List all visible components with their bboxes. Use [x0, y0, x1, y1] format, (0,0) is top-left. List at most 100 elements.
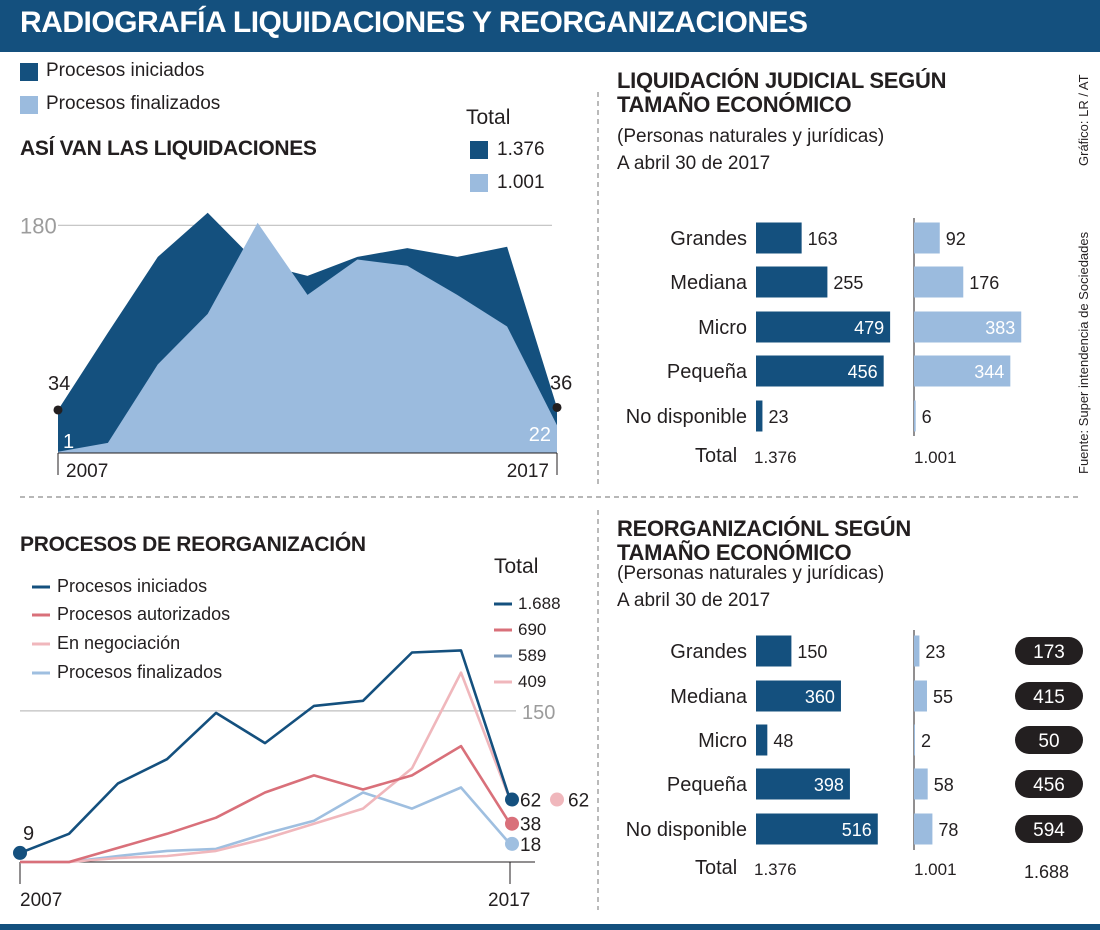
category-3: Pequeña [667, 361, 748, 383]
liquidaciones-total-label: Total [466, 106, 511, 129]
label-start-iniciados: 34 [48, 373, 70, 395]
bar-finalizados-3 [914, 355, 1011, 387]
source-text: Fuente: Super intendencia de Sociedades [1076, 231, 1091, 474]
category-0: Grandes [670, 228, 747, 250]
label-end-negociacion: 62 [568, 791, 589, 812]
total-badge-value-4: 594 [1033, 820, 1065, 841]
bar-iniciados-0 [756, 222, 802, 254]
total-value-finalizados: 1.001 [497, 172, 545, 193]
total-badge-value-0: 173 [1033, 642, 1065, 663]
value-iniciados-0: 163 [808, 229, 838, 249]
total-badge-4 [1015, 815, 1083, 843]
reorganizacion-total-iniciados: 1.376 [754, 860, 797, 879]
liquidacion-total-label: Total [695, 445, 738, 467]
value-iniciados-2: 479 [854, 318, 884, 338]
total-badge-2 [1015, 726, 1083, 754]
reorganizacion-total-badges: 1.688 [1024, 862, 1070, 882]
bar-iniciados-3 [756, 355, 884, 387]
bar-iniciados-0 [756, 635, 792, 667]
point-start-iniciados [53, 405, 63, 415]
legend-label-r-iniciados: Procesos iniciados [57, 576, 208, 596]
value-iniciados-4: 23 [768, 407, 788, 427]
value-finalizados-3: 344 [974, 362, 1004, 382]
legend-label-r-autorizados: Procesos autorizados [57, 604, 231, 624]
label-end-iniciados: 36 [550, 372, 572, 394]
value-finalizados-3: 58 [934, 775, 954, 795]
category-4: No disponible [626, 406, 747, 428]
legend-label-iniciados: Procesos iniciados [46, 60, 205, 81]
total-value-iniciados: 1.376 [497, 139, 545, 160]
line-negociacion [20, 671, 512, 864]
reorganizacion-total-label-bottom: Total [695, 857, 738, 879]
reorganizacion-tamano-subtitle-2: A abril 30 de 2017 [617, 590, 771, 611]
bar-iniciados-3 [756, 768, 850, 800]
label-start-iniciados: 9 [23, 823, 34, 845]
bar-iniciados-4 [756, 400, 763, 432]
page-title: RADIOGRAFÍA LIQUIDACIONES Y REORGANIZACI… [20, 6, 808, 39]
total-swatch-finalizados [470, 174, 488, 192]
category-1: Mediana [670, 272, 748, 294]
legend-swatch-iniciados [20, 63, 38, 81]
bar-finalizados-1 [914, 266, 964, 298]
credit-text: Gráfico: LR / AT [1076, 74, 1091, 166]
legend-label-r-finalizados: Procesos finalizados [57, 662, 223, 682]
reorganizacion-total-2: 690 [518, 620, 547, 639]
bar-finalizados-0 [914, 635, 920, 667]
reorganizacion-total-3: 589 [518, 646, 547, 665]
value-finalizados-1: 176 [969, 273, 999, 293]
value-finalizados-2: 383 [985, 318, 1015, 338]
bar-iniciados-1 [756, 266, 828, 298]
value-iniciados-1: 255 [833, 273, 863, 293]
bar-iniciados-1 [756, 680, 841, 712]
reorganizacion-total-label: Total [494, 555, 539, 578]
y-tick-150: 150 [522, 702, 555, 724]
liquidacion-tamano-title-1: LIQUIDACIÓN JUDICIAL SEGÚN [617, 68, 947, 93]
bar-iniciados-2 [756, 724, 768, 756]
label-end-finalizados: 22 [529, 424, 551, 446]
category-3: Pequeña [667, 774, 748, 796]
category-1: Mediana [670, 686, 748, 708]
value-iniciados-0: 150 [797, 642, 827, 662]
liquidacion-tamano-subtitle-2: A abril 30 de 2017 [617, 153, 771, 174]
bar-finalizados-1 [914, 680, 927, 712]
liquidacion-total-iniciados: 1.376 [754, 448, 797, 467]
bar-finalizados-2 [914, 724, 915, 756]
point-end-finalizados [505, 836, 519, 851]
footer-bar [0, 924, 1100, 930]
reorganizacion-total-4: 409 [518, 672, 547, 691]
line-finalizados [20, 786, 511, 864]
reorganizacion-total-1: 1.688 [518, 594, 561, 613]
reorganizacion-total-finalizados: 1.001 [914, 860, 957, 879]
value-finalizados-0: 92 [946, 229, 966, 249]
liquidacion-total-finalizados: 1.001 [914, 448, 957, 467]
liquidacion-tamano-title-2: TAMAÑO ECONÓMICO [617, 92, 852, 117]
line-iniciados [19, 649, 512, 855]
value-iniciados-2: 48 [773, 731, 793, 751]
point-end-autorizados [505, 816, 519, 831]
bar-finalizados-0 [914, 222, 940, 254]
point-end-iniciados [505, 792, 519, 807]
value-finalizados-2: 2 [921, 731, 931, 751]
liquidaciones-title: ASÍ VAN LAS LIQUIDACIONES [20, 137, 317, 160]
value-finalizados-1: 55 [933, 687, 953, 707]
total-badge-1 [1015, 682, 1083, 710]
legend-swatch-finalizados [20, 96, 38, 114]
label-end-iniciados: 62 [520, 791, 541, 812]
legend-label-r-negociacion: En negociación [57, 633, 181, 653]
reorganizacion-tamano-title-2: TAMAÑO ECONÓMICO [617, 540, 852, 565]
liquidacion-tamano-subtitle-1: (Personas naturales y jurídicas) [617, 126, 885, 147]
reorganizacion-tamano-subtitle-1: (Personas naturales y jurídicas) [617, 563, 885, 584]
bar-finalizados-2 [914, 311, 1022, 343]
header-bar: RADIOGRAFÍA LIQUIDACIONES Y REORGANIZACI… [0, 0, 1100, 52]
total-badge-value-2: 50 [1038, 731, 1059, 752]
total-badge-3 [1015, 770, 1083, 798]
x-label-2007: 2007 [20, 890, 62, 911]
point-end-negociacion [550, 792, 564, 807]
reorganizacion-tamano-title-1: REORGANIZACIÓNL SEGÚN [617, 516, 911, 541]
